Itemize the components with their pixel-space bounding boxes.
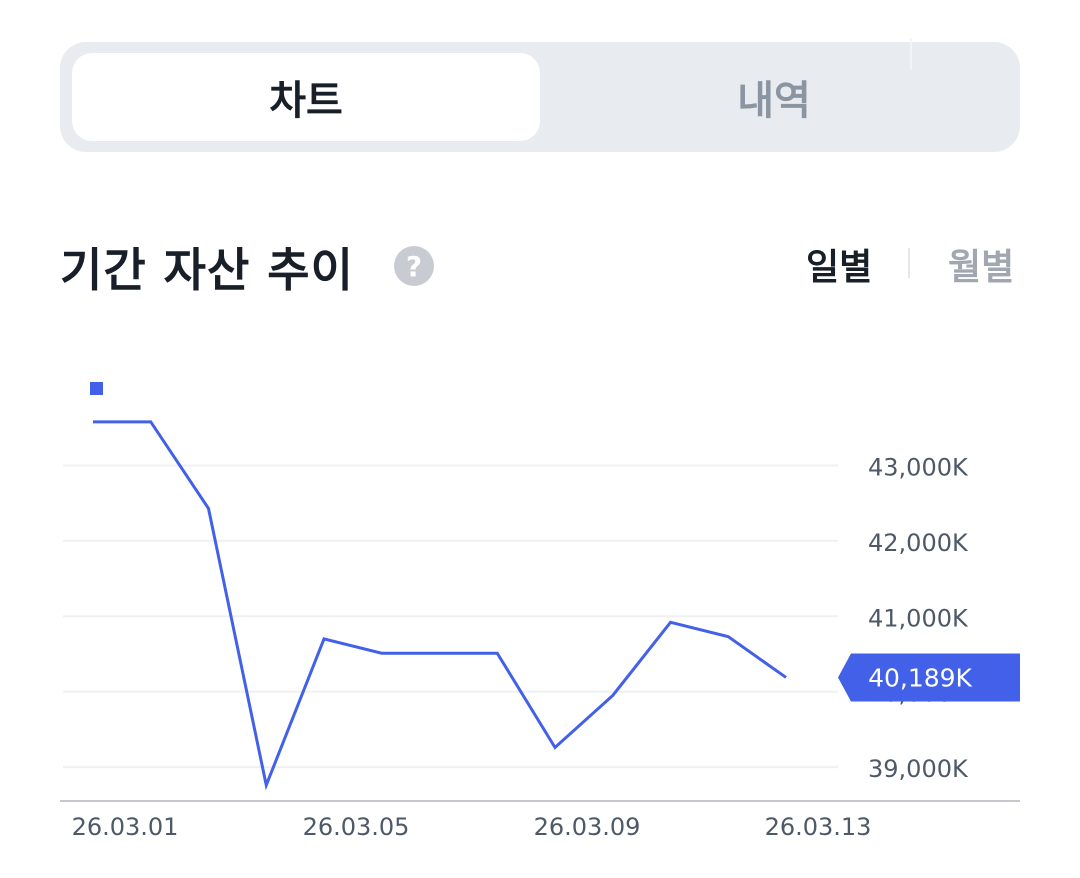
current-value-label: 40,189K (868, 663, 972, 692)
x-tick-label: 26.03.01 (72, 813, 179, 841)
period-divider (908, 248, 910, 278)
y-tick-label: 43,000K (868, 454, 969, 482)
legend-marker (90, 382, 103, 395)
section-title: 기간 자산 추이 (60, 243, 354, 297)
help-icon[interactable]: ? (394, 246, 434, 286)
period-daily-toggle[interactable]: 일별 (806, 247, 873, 288)
y-tick-label: 39,000K (868, 755, 969, 783)
view-tabs: 차트 내역 (60, 38, 1020, 152)
y-tick-label: 42,000K (868, 529, 969, 557)
tab-divider (910, 38, 912, 70)
tab-chart[interactable]: 차트 (72, 53, 540, 141)
x-tick-label: 26.03.05 (303, 813, 410, 841)
x-tick-label: 26.03.09 (534, 813, 641, 841)
tab-history[interactable]: 내역 (737, 78, 811, 124)
y-tick-label: 41,000K (868, 604, 969, 632)
x-tick-label: 26.03.13 (765, 813, 872, 841)
current-value-tag (838, 653, 1020, 702)
series-line (93, 420, 787, 791)
period-monthly-toggle[interactable]: 월별 (948, 247, 1015, 288)
